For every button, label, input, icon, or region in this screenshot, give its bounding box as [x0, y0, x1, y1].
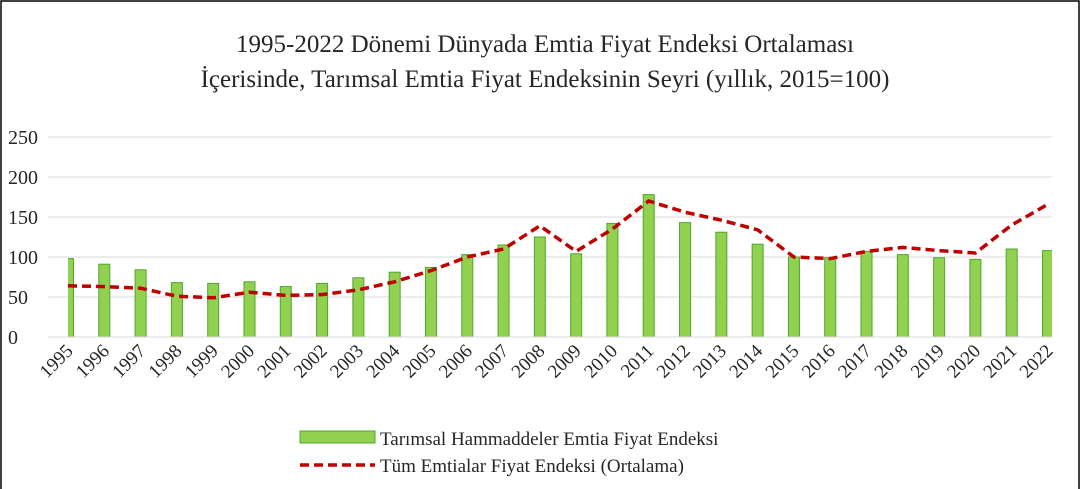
bar — [316, 282, 329, 338]
bar — [1005, 248, 1018, 338]
chart-title: 1995-2022 Dönemi Dünyada Emtia Fiyat End… — [236, 31, 854, 58]
bar — [679, 222, 692, 338]
bar — [1042, 250, 1052, 338]
line — [67, 199, 1049, 300]
y-tick-label: 150 — [8, 207, 38, 229]
bar — [860, 250, 873, 338]
y-tick-label: 200 — [8, 167, 38, 189]
bar — [606, 222, 619, 338]
bar — [570, 253, 583, 338]
bar — [170, 282, 183, 338]
bar — [642, 194, 655, 338]
bar — [98, 263, 111, 338]
bar — [787, 256, 800, 338]
bar — [896, 254, 909, 338]
bar — [715, 231, 728, 338]
bar — [497, 244, 510, 338]
bar — [533, 236, 546, 338]
bar — [243, 281, 256, 338]
legend-label: Tarımsal Hammaddeler Emtia Fiyat Endeksi — [380, 429, 718, 450]
bar — [933, 257, 946, 338]
bar — [134, 269, 147, 338]
legend-label: Tüm Emtialar Fiyat Endeksi (Ortalama) — [380, 456, 684, 477]
y-tick-label: 50 — [8, 287, 28, 309]
bar — [352, 277, 365, 338]
bar — [461, 254, 474, 338]
bar — [68, 258, 74, 338]
bar — [207, 282, 220, 338]
y-tick-label: 0 — [8, 327, 18, 349]
bar — [424, 266, 437, 338]
y-tick-label: 100 — [8, 247, 38, 269]
chart-title: İçerisinde, Tarımsal Emtia Fiyat Endeksi… — [201, 66, 890, 93]
bar — [969, 258, 982, 338]
bar — [824, 257, 837, 338]
y-tick-label: 250 — [8, 127, 38, 149]
bar — [751, 243, 764, 338]
legend-swatch — [299, 430, 376, 444]
